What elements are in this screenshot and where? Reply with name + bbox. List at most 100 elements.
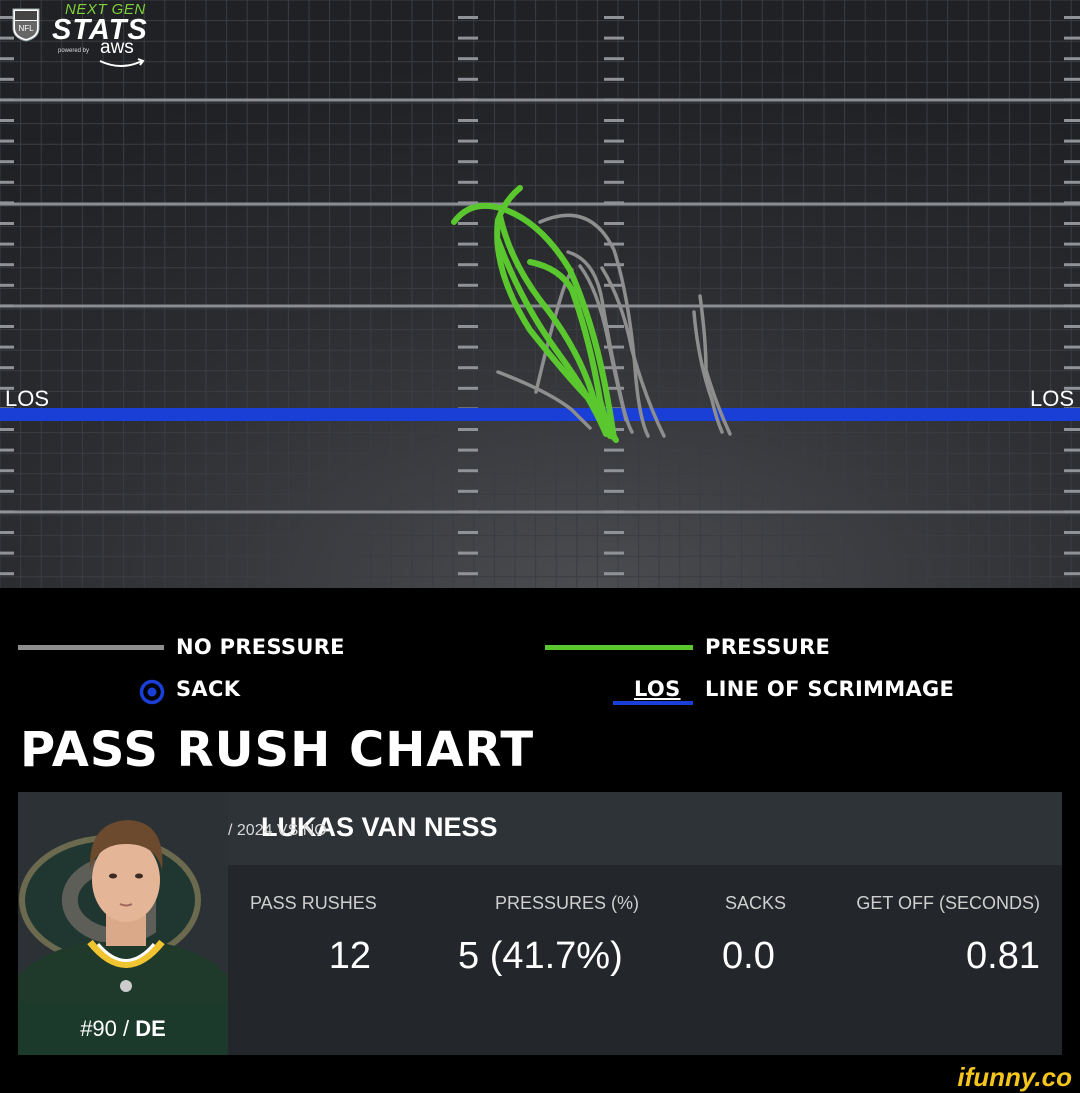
legend-los-label: LINE OF SCRIMMAGE — [705, 677, 955, 701]
rush-path-no-pressure — [538, 213, 650, 438]
jersey-number-position: #90 / DE — [18, 1002, 228, 1055]
hash-mark — [604, 469, 624, 473]
hash-mark — [0, 263, 14, 267]
hash-mark — [0, 448, 14, 452]
hash-mark — [1064, 160, 1080, 164]
hash-mark — [458, 201, 478, 205]
yard-line — [0, 202, 1080, 206]
hash-mark — [458, 242, 478, 246]
svg-text:NFL: NFL — [18, 24, 34, 33]
hash-mark — [0, 201, 14, 205]
legend-sack-label: SACK — [176, 677, 241, 701]
hash-mark — [604, 201, 624, 205]
hash-mark — [0, 428, 14, 431]
los-label-right: LOS — [1029, 386, 1074, 411]
nfl-shield-icon: NFL — [12, 8, 40, 42]
hash-mark — [458, 119, 478, 122]
hash-mark — [1064, 489, 1080, 493]
hash-mark — [458, 551, 478, 555]
field-background — [0, 0, 1080, 588]
line-of-scrimmage — [0, 408, 1080, 421]
hash-mark — [1064, 283, 1080, 287]
hash-mark — [0, 551, 14, 555]
hash-mark — [458, 36, 478, 40]
yard-line — [0, 510, 1080, 514]
stat-value-sacks: 0.0 — [722, 935, 775, 977]
field-chart — [0, 0, 1080, 588]
rush-path-pressure — [451, 202, 617, 441]
hash-marks — [0, 16, 1080, 576]
ifunny-watermark: ifunny.co — [957, 1062, 1072, 1092]
stat-label-pressures: PRESSURES (%) — [495, 893, 640, 913]
hash-mark — [0, 325, 14, 328]
hash-mark — [0, 222, 14, 225]
legend-los-line — [613, 701, 693, 705]
legend-no-pressure-line — [18, 645, 164, 650]
yard-line — [0, 304, 1080, 308]
yard-line — [0, 98, 1080, 102]
hash-mark — [1064, 469, 1080, 473]
aws-text: aws — [100, 37, 134, 58]
hash-mark — [604, 16, 624, 19]
hash-mark — [458, 139, 478, 143]
stats-text: STATS — [52, 14, 148, 46]
hash-mark — [604, 98, 624, 102]
hash-mark — [1064, 531, 1080, 534]
hash-mark — [458, 572, 478, 576]
hash-mark — [458, 510, 478, 514]
stat-label-pass-rushes: PASS RUSHES — [250, 893, 377, 913]
hash-mark — [604, 283, 624, 287]
hash-mark — [604, 448, 624, 452]
hash-mark — [0, 160, 14, 164]
next-gen-text: NEXT GEN — [65, 1, 146, 18]
hash-mark — [604, 510, 624, 514]
legend-pressure-line — [545, 645, 693, 650]
hash-mark — [0, 572, 14, 576]
rush-paths — [451, 185, 732, 443]
hash-mark — [604, 489, 624, 493]
player-position: DE — [135, 1016, 166, 1041]
hash-mark — [1064, 572, 1080, 576]
hash-mark — [604, 36, 624, 40]
stat-value-get-off: 0.81 — [966, 935, 1040, 977]
hash-mark — [458, 160, 478, 164]
rush-path-no-pressure — [600, 266, 666, 438]
hash-mark — [0, 242, 14, 246]
hash-mark — [604, 139, 624, 143]
jersey-number: #90 / — [80, 1016, 130, 1041]
hash-mark — [604, 531, 624, 534]
hash-mark — [1064, 180, 1080, 184]
hash-mark — [1064, 510, 1080, 514]
hash-mark — [458, 448, 478, 452]
rush-path-pressure — [495, 237, 609, 437]
hash-mark — [604, 345, 624, 349]
player-portrait-icon — [18, 820, 228, 1002]
hash-mark — [0, 57, 14, 61]
hash-mark — [458, 263, 478, 267]
hash-mark — [1064, 119, 1080, 122]
hash-mark — [1064, 345, 1080, 349]
hash-mark — [1064, 551, 1080, 555]
hash-mark — [604, 386, 624, 390]
rush-path-pressure — [527, 259, 615, 439]
hash-mark — [0, 119, 14, 122]
player-card: #90 / DE LUKAS VAN NESS / 2024 VS NO PAS… — [18, 792, 1062, 1055]
hash-mark — [0, 180, 14, 184]
stat-label-sacks: SACKS — [725, 893, 787, 913]
hash-mark — [0, 77, 14, 81]
hash-mark — [604, 304, 624, 308]
rush-path-no-pressure — [578, 264, 628, 422]
hash-mark — [458, 469, 478, 473]
hash-mark — [1064, 222, 1080, 225]
hash-mark — [0, 366, 14, 370]
aws-smile-icon — [99, 58, 145, 67]
legend-pressure-label: PRESSURE — [705, 635, 831, 659]
hash-mark — [458, 489, 478, 493]
hash-mark — [1064, 36, 1080, 40]
rush-path-no-pressure — [698, 294, 732, 436]
rush-path-no-pressure — [496, 370, 592, 430]
hash-mark — [458, 98, 478, 102]
yard-lines — [0, 98, 1080, 514]
hash-mark — [1064, 304, 1080, 308]
hash-mark — [1064, 201, 1080, 205]
